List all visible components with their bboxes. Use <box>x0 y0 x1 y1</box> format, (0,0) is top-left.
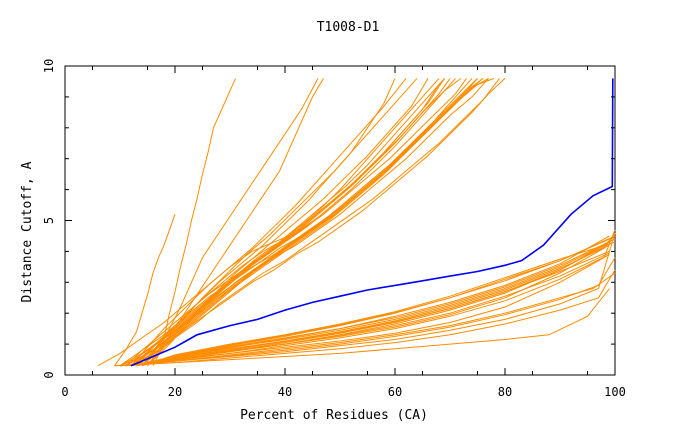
series-line-45 <box>141 235 616 367</box>
series-line-21 <box>130 78 500 367</box>
y-tick-label: 10 <box>42 59 56 73</box>
series-line-23 <box>125 78 467 367</box>
plot-area: 0 20 40 60 80 100 0 5 10 <box>42 59 626 399</box>
series-line-20 <box>141 77 489 367</box>
x-tick-label: 60 <box>388 385 402 399</box>
series-line-2 <box>114 214 176 366</box>
series-line-17 <box>136 77 484 367</box>
series-line-42 <box>125 252 610 367</box>
series-line-43 <box>119 257 616 367</box>
ticks-layer: 0 20 40 60 80 100 0 5 10 <box>42 59 626 399</box>
series-line-3 <box>147 78 319 366</box>
series-line-9 <box>130 78 456 367</box>
series-line-41 <box>136 238 616 367</box>
series-line-25 <box>130 78 478 367</box>
x-tick-label: 80 <box>498 385 512 399</box>
series-line-24 <box>147 78 429 367</box>
y-tick-label: 0 <box>42 371 56 378</box>
series-line-46 <box>97 216 319 367</box>
x-axis-label: Percent of Residues (CA) <box>240 408 428 423</box>
series-line-36 <box>141 241 616 367</box>
series-line-5 <box>130 78 407 367</box>
x-tick-label: 20 <box>168 385 182 399</box>
x-tick-label: 40 <box>278 385 292 399</box>
series-line-4 <box>152 78 324 366</box>
series-line-33 <box>125 272 616 367</box>
series-line-31 <box>119 241 610 367</box>
series-line-26 <box>119 78 506 367</box>
highlight-series-line <box>130 78 614 367</box>
chart-title: T1008-D1 <box>317 20 380 35</box>
series-line-40 <box>119 254 610 367</box>
series-line-38 <box>114 288 610 367</box>
series-line-39 <box>130 235 610 367</box>
x-tick-label: 0 <box>61 385 68 399</box>
x-tick-label: 100 <box>604 385 626 399</box>
y-axis-label: Distance Cutoff, A <box>20 161 35 302</box>
series-layer <box>97 77 616 367</box>
y-tick-label: 5 <box>42 217 56 224</box>
series-line-35 <box>119 269 616 367</box>
series-line-44 <box>130 243 610 367</box>
